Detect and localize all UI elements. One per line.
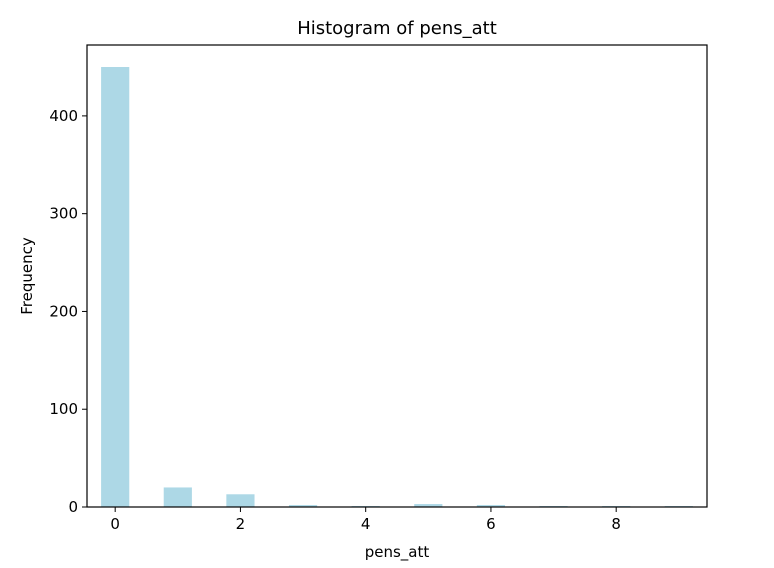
x-tick-label: 4	[361, 515, 371, 533]
y-tick-label: 200	[49, 302, 78, 320]
histogram-bar-6	[476, 505, 506, 507]
y-axis-label: Frequency	[18, 237, 36, 315]
histogram-bar-3	[288, 505, 318, 507]
y-tick-label: 300	[49, 205, 78, 223]
y-axis-ticks: 0 100 200 300 400	[49, 107, 87, 516]
x-axis-ticks: 0 2 4 6 8	[110, 507, 621, 533]
x-tick-label: 0	[110, 515, 120, 533]
chart-title: Histogram of pens_att	[297, 18, 497, 39]
bars-group	[101, 67, 693, 507]
histogram-bar-2	[226, 494, 255, 507]
plot-frame	[86, 44, 708, 508]
y-tick-label: 400	[49, 107, 78, 125]
x-tick-label: 2	[236, 515, 246, 533]
x-tick-label: 6	[486, 515, 496, 533]
histogram-bar-5	[414, 504, 443, 507]
y-tick-label: 0	[68, 498, 78, 516]
histogram-bar-1	[163, 487, 192, 507]
y-tick-label: 100	[49, 400, 78, 418]
x-axis-label: pens_att	[365, 543, 430, 562]
histogram-bar-0	[101, 67, 130, 507]
x-tick-label: 8	[611, 515, 621, 533]
